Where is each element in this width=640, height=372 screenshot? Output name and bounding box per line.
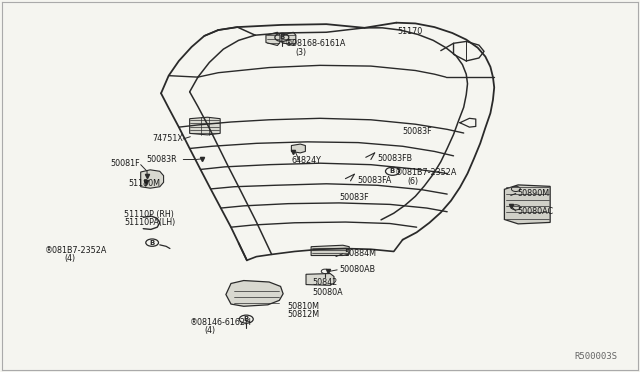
Polygon shape	[282, 32, 296, 45]
Text: 51110P (RH): 51110P (RH)	[124, 210, 174, 219]
Text: 50083R: 50083R	[147, 155, 177, 164]
Text: 50842: 50842	[312, 278, 338, 287]
Text: 64824Y: 64824Y	[291, 157, 321, 166]
Polygon shape	[291, 144, 305, 153]
Polygon shape	[504, 185, 550, 224]
Text: 50080AB: 50080AB	[339, 265, 375, 275]
Text: ®081B7-2352A: ®081B7-2352A	[395, 168, 458, 177]
Text: 50081F: 50081F	[110, 160, 140, 169]
Text: 50884M: 50884M	[344, 249, 376, 258]
Text: B: B	[150, 240, 155, 246]
Text: B: B	[279, 34, 284, 41]
Text: 50080AC: 50080AC	[517, 206, 553, 215]
Text: (3): (3)	[296, 48, 307, 57]
Text: B: B	[390, 168, 395, 174]
Text: (6): (6)	[408, 177, 419, 186]
Polygon shape	[266, 32, 280, 45]
Text: 51180M: 51180M	[128, 179, 160, 187]
Text: ®08146-6162H: ®08146-6162H	[189, 318, 252, 327]
Text: 50890M: 50890M	[517, 189, 549, 198]
Text: 51170: 51170	[397, 27, 423, 36]
Text: 74751X: 74751X	[152, 134, 183, 144]
Text: 50812M: 50812M	[287, 310, 319, 319]
Text: B: B	[244, 316, 249, 322]
Text: (4): (4)	[204, 326, 216, 336]
Text: ®081B7-2352A: ®081B7-2352A	[45, 246, 108, 254]
Text: R500003S: R500003S	[575, 352, 618, 361]
Polygon shape	[306, 273, 334, 285]
Text: 51110PA(LH): 51110PA(LH)	[124, 218, 175, 227]
Polygon shape	[141, 170, 164, 188]
Text: ®08168-6161A: ®08168-6161A	[285, 39, 346, 48]
Text: (4): (4)	[65, 254, 76, 263]
Text: 50083F: 50083F	[339, 193, 369, 202]
Text: 50080A: 50080A	[312, 288, 343, 297]
Polygon shape	[226, 280, 283, 306]
Text: 50810M: 50810M	[287, 302, 319, 311]
Text: 50083F: 50083F	[403, 127, 432, 136]
Polygon shape	[311, 245, 349, 256]
Polygon shape	[189, 117, 220, 135]
Text: 50083FB: 50083FB	[377, 154, 412, 163]
Text: 50083FA: 50083FA	[357, 176, 391, 185]
